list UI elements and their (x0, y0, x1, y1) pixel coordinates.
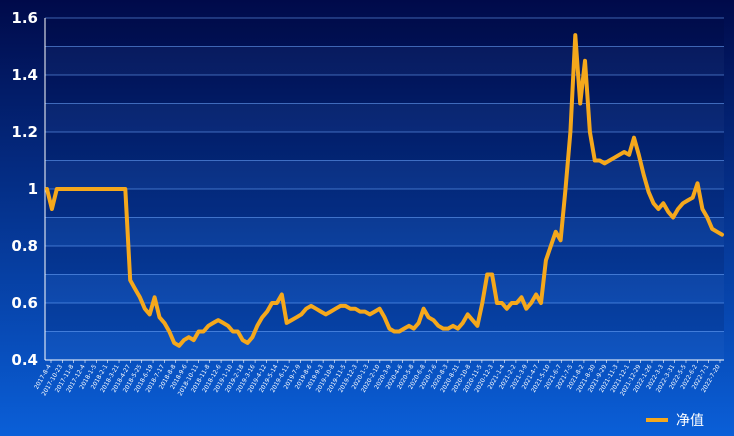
plot-band (45, 275, 724, 304)
plot-band (45, 189, 724, 218)
y-tick-label: 1.2 (11, 123, 38, 141)
plot-bands (45, 18, 724, 361)
y-tick-label: 1.4 (11, 66, 38, 84)
plot-band (45, 132, 724, 161)
plot-band (45, 75, 724, 104)
y-tick-label: 0.8 (11, 237, 38, 255)
plot-band (45, 18, 724, 47)
legend: 净值 (646, 413, 704, 429)
legend-label: 净值 (676, 413, 704, 429)
plot-band (45, 246, 724, 275)
plot-band (45, 104, 724, 133)
y-axis-ticks: 1.6 1.4 1.2 1 0.8 0.6 0.4 (11, 9, 38, 369)
y-tick-label: 0.4 (11, 351, 38, 369)
x-axis-ticks: 2017-8-42017-10-232017-11-82017-12-42018… (33, 360, 722, 397)
y-tick-label: 1.6 (11, 9, 38, 27)
plot-band (45, 47, 724, 76)
series-line-nav (45, 33, 724, 348)
plot-band (45, 332, 724, 361)
y-tick-label: 1 (28, 180, 38, 198)
y-tick-label: 0.6 (11, 294, 38, 312)
plot-band (45, 218, 724, 247)
plot-band (45, 161, 724, 190)
